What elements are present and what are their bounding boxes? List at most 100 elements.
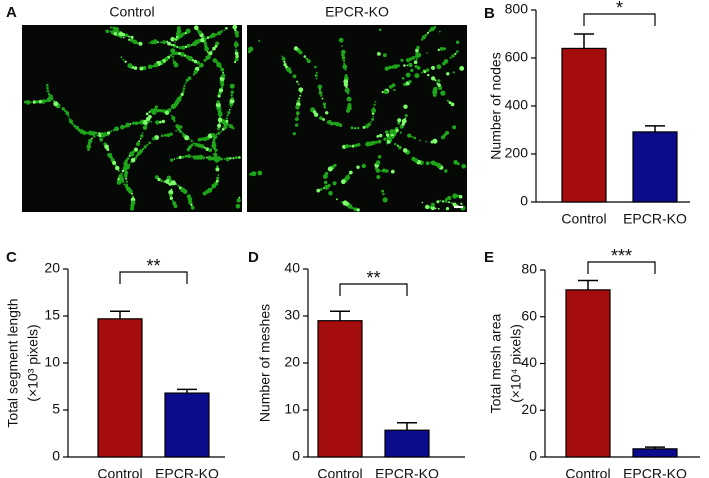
y-tick-label: 20	[284, 354, 300, 370]
signal	[447, 195, 452, 201]
signal	[41, 99, 46, 104]
signal	[67, 115, 70, 117]
signal	[124, 60, 127, 63]
signal	[375, 160, 381, 165]
signal	[106, 148, 110, 151]
signal	[341, 56, 346, 60]
signal	[136, 42, 139, 45]
signal	[216, 156, 222, 162]
signal	[356, 126, 360, 130]
signal	[322, 187, 325, 190]
signal	[361, 163, 366, 169]
signal	[437, 83, 441, 87]
signal	[323, 105, 327, 109]
signal	[376, 175, 381, 179]
y-tick-label: 15	[44, 307, 60, 323]
signal	[396, 144, 399, 147]
signal	[216, 100, 220, 104]
signal	[170, 107, 173, 110]
signal	[234, 57, 239, 62]
signal	[443, 47, 447, 51]
signal	[184, 135, 190, 141]
signal	[452, 125, 457, 130]
signal	[185, 55, 190, 59]
signal	[32, 100, 36, 104]
signal	[322, 102, 327, 106]
signal	[169, 193, 173, 197]
signal	[118, 31, 123, 36]
bar	[632, 448, 678, 458]
signal	[132, 121, 136, 125]
signal	[397, 121, 401, 125]
signal	[377, 139, 382, 144]
signal	[437, 48, 440, 52]
signal	[152, 65, 155, 68]
signal	[182, 90, 185, 93]
signal	[141, 147, 145, 151]
signal	[184, 45, 188, 49]
signal	[456, 194, 460, 198]
signal	[382, 53, 387, 58]
significance-label: *	[616, 0, 623, 18]
signal	[295, 105, 300, 110]
signal	[182, 189, 188, 194]
signal	[51, 97, 54, 100]
signal	[372, 115, 375, 118]
signal	[460, 202, 463, 205]
signal	[128, 35, 131, 38]
signal	[48, 94, 53, 99]
signal	[134, 121, 139, 125]
y-tick-label: 800	[505, 1, 529, 17]
panel-label: C	[6, 249, 17, 266]
signal	[172, 43, 175, 46]
signal	[316, 188, 321, 193]
signal	[188, 200, 193, 205]
signal	[439, 199, 442, 202]
x-tick-label: Control	[561, 211, 606, 227]
signal	[217, 111, 223, 117]
signal	[86, 144, 92, 149]
signal	[190, 143, 194, 147]
signal	[354, 143, 358, 148]
signal	[128, 189, 133, 194]
signal	[295, 123, 299, 127]
signal	[160, 179, 164, 183]
signal	[109, 26, 112, 29]
signal	[172, 60, 177, 65]
signal	[371, 117, 375, 121]
signal	[381, 189, 385, 193]
signal	[212, 58, 218, 63]
signal	[206, 36, 210, 39]
signal	[122, 58, 125, 61]
signal	[452, 193, 458, 199]
signal	[215, 167, 220, 172]
signal	[160, 41, 163, 44]
bar	[565, 289, 611, 458]
signal	[220, 86, 224, 89]
x-tick-label: EPCR-KO	[375, 466, 439, 478]
signal	[416, 45, 420, 50]
signal	[215, 33, 218, 36]
signal	[180, 92, 184, 96]
signal	[356, 165, 360, 169]
signal	[68, 117, 71, 120]
signal	[227, 111, 231, 115]
x-tick-label: Control	[97, 466, 142, 478]
signal	[221, 73, 226, 78]
signal	[315, 77, 318, 80]
signal	[371, 108, 376, 113]
signal	[298, 97, 301, 100]
signal	[125, 122, 131, 128]
signal	[137, 151, 141, 156]
signal	[91, 137, 93, 140]
signal	[161, 134, 164, 138]
y-tick-label: 600	[505, 49, 529, 65]
signal	[190, 205, 195, 210]
signal	[381, 168, 386, 173]
signal	[147, 120, 150, 124]
signal	[211, 49, 214, 52]
signal	[176, 28, 182, 34]
signal	[171, 55, 175, 58]
signal	[225, 119, 229, 123]
